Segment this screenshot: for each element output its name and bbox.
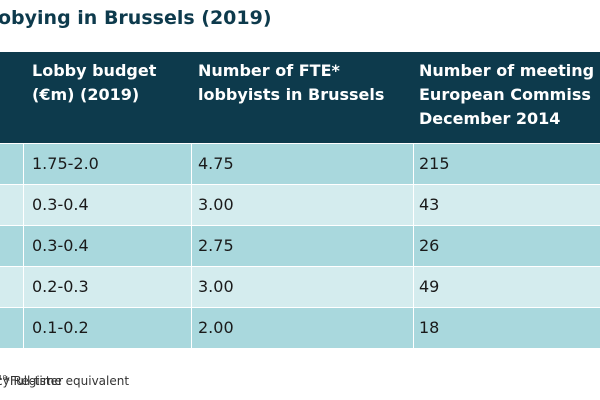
lobbying-table: Lobby budget (€m) (2019) Number of FTE* … [0,52,600,348]
cell-lobby-budget: 0.3-0.4 [32,195,89,214]
cell-lobby-budget: 0.1-0.2 [32,318,89,337]
table-row: 0.2-0.3 3.00 49 [0,266,600,307]
cell-lobby-budget: 0.3-0.4 [32,236,89,255]
table-title: obying in Brussels (2019) [0,0,600,40]
source-footnote: cy Register 10 / *Full-time equivalent [0,374,600,394]
table-row: 0.1-0.2 2.00 18 [0,307,600,348]
cell-meetings: 43 [419,195,440,214]
cell-meetings: 215 [419,154,450,173]
header-lobby-budget: Lobby budget (€m) (2019) [32,61,157,104]
footnote-prefix: cy Register [0,374,63,388]
cell-fte-lobbyists: 4.75 [198,154,234,173]
cell-fte-lobbyists: 3.00 [198,277,234,296]
cell-meetings: 49 [419,277,440,296]
cell-fte-lobbyists: 2.00 [198,318,234,337]
cell-fte-lobbyists: 3.00 [198,195,234,214]
table-title-text: obying in Brussels (2019) [0,7,272,29]
cell-meetings: 18 [419,318,440,337]
table-row: 0.3-0.4 3.00 43 [0,184,600,225]
cell-meetings: 26 [419,236,440,255]
cell-lobby-budget: 1.75-2.0 [32,154,99,173]
table-header: Lobby budget (€m) (2019) Number of FTE* … [0,52,600,143]
header-commission-meetings: Number of meeting European Commiss Decem… [419,61,595,128]
table-row: 0.3-0.4 2.75 26 [0,225,600,266]
header-fte-lobbyists: Number of FTE* lobbyists in Brussels [198,61,385,104]
footnote-suffix: / *Full-time equivalent [0,374,130,388]
cell-fte-lobbyists: 2.75 [198,236,234,255]
cell-lobby-budget: 0.2-0.3 [32,277,89,296]
table-row: 1.75-2.0 4.75 215 [0,143,600,184]
footnote-reference: 10 [0,374,7,382]
